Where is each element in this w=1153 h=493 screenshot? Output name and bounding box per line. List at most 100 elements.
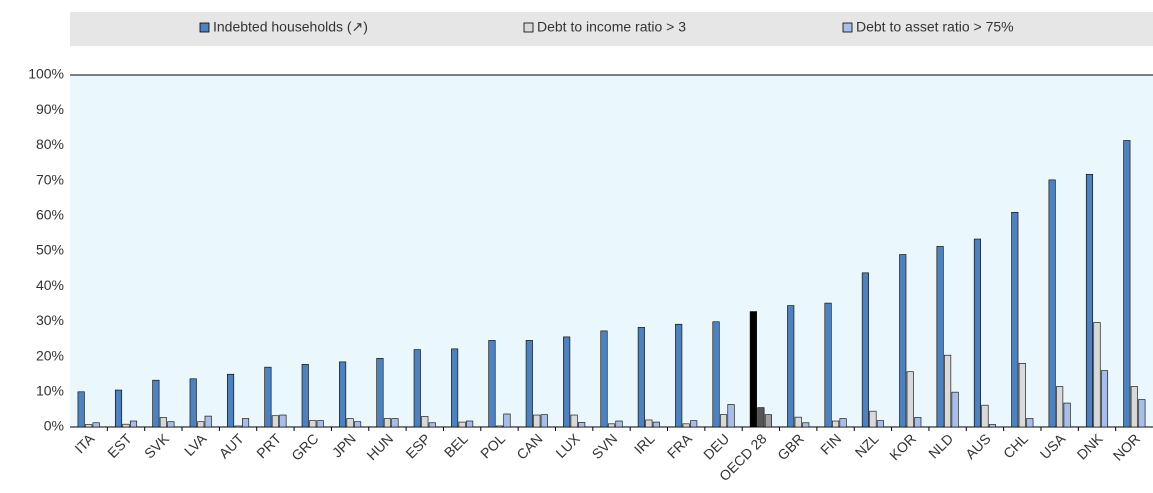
bar [757,407,765,428]
legend-swatch [523,22,534,33]
bar [391,418,399,428]
bar [869,410,877,428]
bar [451,348,459,428]
bar [242,418,250,428]
bar [690,420,698,428]
bar [944,354,952,428]
bar [951,391,959,428]
x-tick-label: HUN [363,430,396,463]
bar [421,416,429,428]
bar [563,336,571,428]
bar [652,421,660,428]
y-tick-label: 40% [36,277,64,293]
bar [899,254,907,428]
bar [824,302,832,428]
bar [1011,211,1019,428]
bar [301,364,309,428]
bar [525,340,533,428]
x-tick-label: AUS [962,430,994,462]
bar [339,361,347,428]
x-tick-label: DEU [700,430,732,462]
bar [787,305,795,428]
x-tick-label: IRL [631,430,658,457]
plot-area [70,75,1153,427]
x-tick-label: FRA [664,430,696,462]
y-tick-label: 30% [36,312,64,328]
legend-swatch [199,22,210,33]
bar [152,379,160,428]
x-tick-label: USA [1037,430,1069,462]
bar [346,418,354,428]
x-tick-label: LUX [552,430,583,461]
bar [719,414,728,428]
bar [794,416,802,428]
x-tick-label: AUT [216,430,247,461]
x-tick-label: ESP [402,430,433,461]
bar [204,415,212,428]
bar [92,422,100,428]
x-tick-label: SVN [589,430,621,462]
legend-band [70,12,1153,46]
bar [503,413,511,428]
bar [1100,370,1109,428]
x-tick-label: JPN [329,430,359,460]
bar [458,421,466,428]
bar [114,389,123,428]
x-tick-label: GBR [774,430,807,463]
bar [495,425,504,428]
x-tick-label: NZL [852,430,882,460]
bar [428,422,436,428]
x-tick-label: BEL [441,430,471,460]
bar [1085,173,1094,428]
bar [645,419,653,428]
bar [637,327,645,428]
bar [712,321,720,428]
bar [981,404,989,428]
bar [167,421,175,428]
x-tick-label: EST [104,430,135,461]
bar [1026,418,1034,428]
bar [279,414,287,428]
bar [1056,386,1064,428]
bar [1048,179,1056,428]
y-tick-label: 20% [36,347,64,363]
y-tick-label: 60% [36,207,64,223]
bar [77,391,85,428]
bar [197,421,205,428]
x-tick-label: ITA [71,430,97,456]
x-tick-label: GRC [288,430,321,463]
bar [839,418,847,428]
bar [1130,386,1138,428]
bar [906,371,914,428]
bar [264,366,272,428]
bar [316,420,324,428]
x-tick-label: NLD [925,430,956,461]
bar [832,420,840,428]
bar [973,238,981,428]
bar [85,424,93,428]
bar [802,422,810,428]
bar [861,272,869,428]
bar [354,421,362,428]
bar [376,358,384,428]
bar [914,417,922,428]
y-tick-label: 10% [36,383,64,399]
bar [764,414,772,428]
x-tick-label: CHL [1000,430,1031,461]
y-tick-label: 70% [36,171,64,187]
bar [578,422,586,428]
bar [234,425,242,428]
bar [159,417,167,428]
y-tick-label: 90% [36,101,64,117]
y-tick-label: 0% [44,418,64,434]
bar [413,349,421,428]
legend-label: Debt to income ratio > 3 [537,19,686,35]
y-tick-label: 80% [36,136,64,152]
bar [129,420,138,428]
legend-label: Indebted households (↗) [213,19,368,35]
bar [936,246,944,428]
bar [682,423,690,428]
bar [749,311,757,428]
bar [988,424,996,428]
bar [533,414,541,428]
